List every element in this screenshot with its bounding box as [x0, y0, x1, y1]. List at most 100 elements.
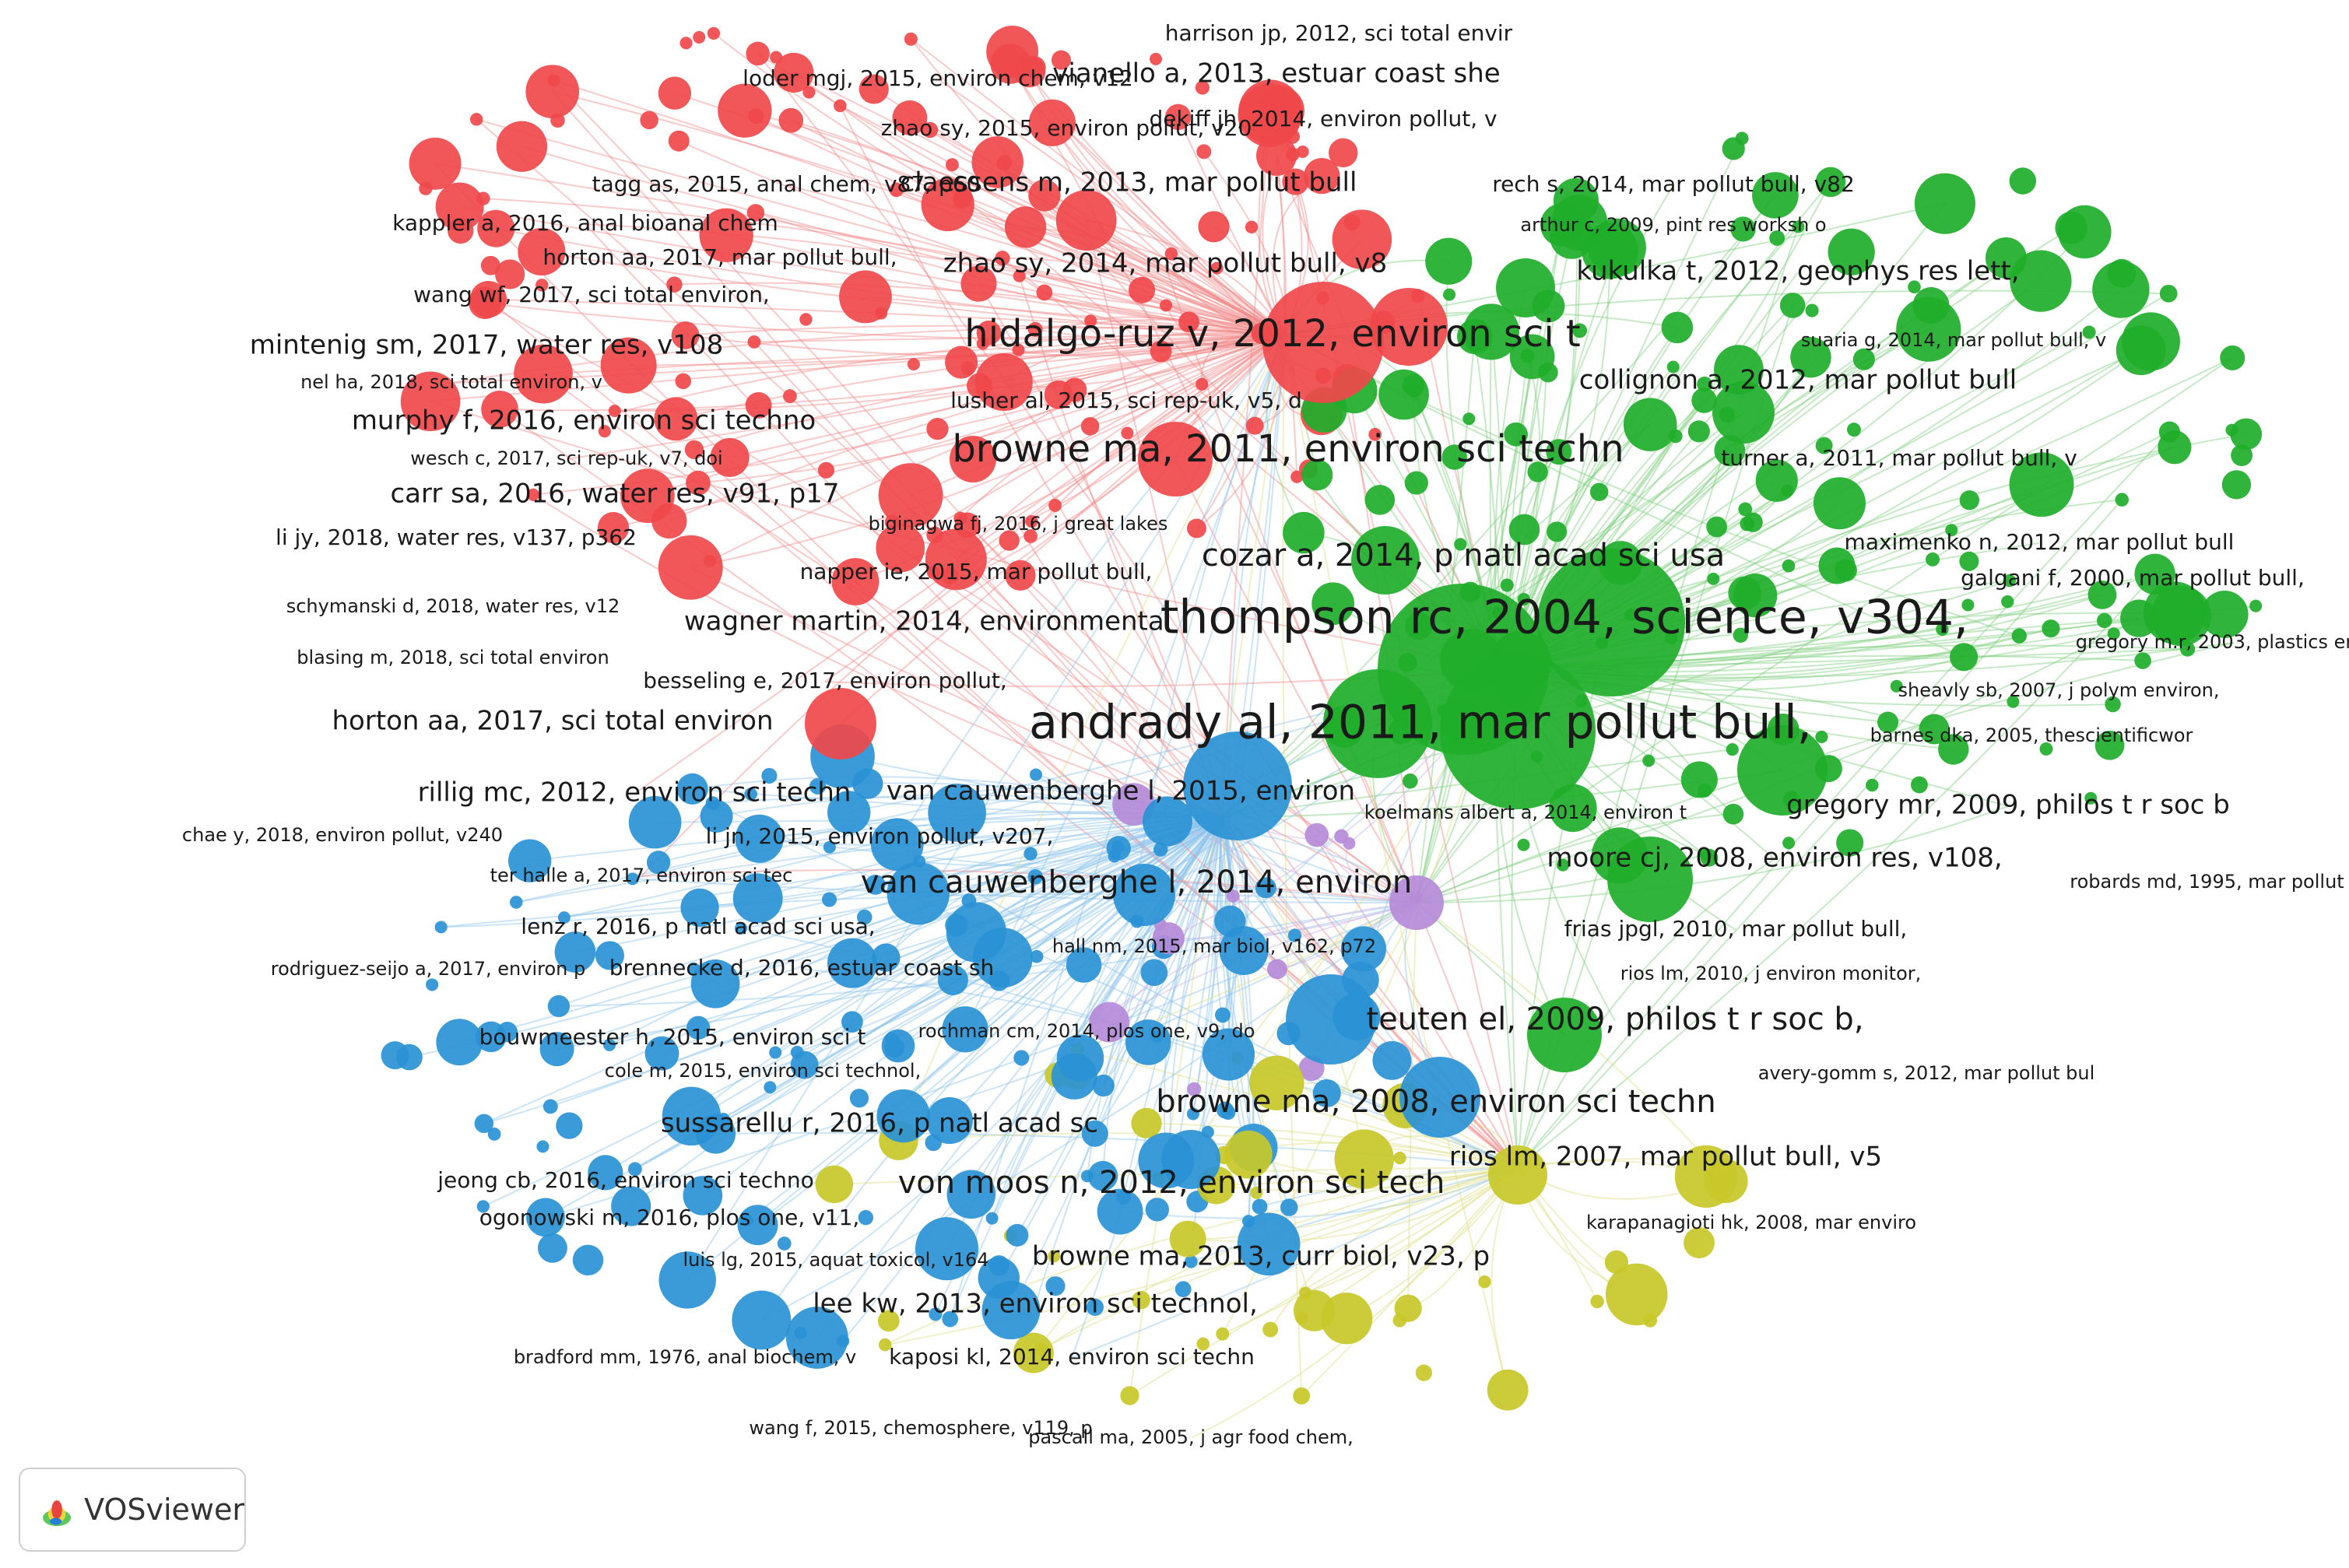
cluster-node-red[interactable] — [1028, 179, 1061, 212]
publication-label[interactable]: hall nm, 2015, mar biol, v162, p72 — [1052, 935, 1376, 957]
cluster-node-blue[interactable] — [588, 1155, 623, 1191]
cluster-node-blue[interactable] — [1219, 926, 1269, 976]
cluster-node-red[interactable] — [1164, 247, 1178, 261]
cluster-node-yellow[interactable] — [1487, 1369, 1529, 1411]
publication-label[interactable]: lusher al, 2015, sci rep-uk, v5, d — [950, 388, 1302, 413]
cluster-node-purple[interactable] — [1304, 823, 1329, 847]
publication-label[interactable]: koelmans albert a, 2014, environ t — [1364, 802, 1687, 823]
cluster-node-green[interactable] — [1697, 376, 1713, 392]
cluster-node-blue[interactable] — [1255, 877, 1276, 899]
cluster-node-yellow[interactable] — [1334, 1129, 1394, 1189]
cluster-node-blue[interactable] — [872, 943, 901, 972]
cluster-node-red[interactable] — [858, 74, 889, 104]
cluster-node-green[interactable] — [1712, 381, 1775, 444]
cluster-node-blue[interactable] — [946, 1170, 996, 1219]
cluster-node-red[interactable] — [799, 313, 813, 326]
cluster-node-red[interactable] — [658, 535, 723, 600]
cluster-node-blue[interactable] — [785, 1307, 848, 1369]
cluster-node-red[interactable] — [745, 391, 772, 419]
cluster-node-green[interactable] — [1508, 514, 1540, 545]
cluster-node-blue[interactable] — [841, 1011, 863, 1033]
cluster-node-yellow[interactable] — [1120, 1386, 1139, 1405]
cluster-node-blue[interactable] — [1217, 1101, 1234, 1119]
cluster-node-red[interactable] — [971, 136, 1024, 188]
cluster-node-green[interactable] — [1890, 679, 1903, 693]
cluster-node-green[interactable] — [2249, 599, 2263, 612]
cluster-node-red[interactable] — [974, 353, 1033, 412]
publication-label[interactable]: li jy, 2018, water res, v137, p362 — [276, 524, 637, 550]
cluster-node-blue[interactable] — [981, 1281, 1041, 1340]
cluster-node-red[interactable] — [400, 371, 461, 432]
publication-label[interactable]: napper ie, 2015, mar pollut bull, — [800, 559, 1153, 584]
cluster-node-red[interactable] — [817, 461, 835, 479]
cluster-node-green[interactable] — [1908, 280, 1921, 294]
cluster-node-red[interactable] — [1084, 314, 1097, 328]
publication-label[interactable]: maximenko n, 2012, mar pollut bull — [1845, 529, 2235, 555]
cluster-node-green[interactable] — [1378, 369, 1429, 420]
cluster-node-green[interactable] — [2003, 574, 2017, 588]
cluster-node-red[interactable] — [876, 523, 925, 573]
cluster-node-red[interactable] — [686, 470, 711, 496]
cluster-node-green[interactable] — [1813, 477, 1866, 530]
cluster-node-yellow[interactable] — [1605, 1263, 1668, 1326]
cluster-node-green[interactable] — [2158, 430, 2192, 465]
cluster-node-red[interactable] — [1245, 220, 1259, 234]
cluster-node-green[interactable] — [1737, 725, 1828, 816]
publication-label[interactable]: sussarellu r, 2016, p natl acad sc — [661, 1108, 1098, 1139]
cluster-node-purple[interactable] — [1389, 875, 1444, 930]
cluster-node-green[interactable] — [1546, 439, 1572, 465]
publication-label[interactable]: kukulka t, 2012, geophys res lett, — [1576, 256, 2019, 287]
cluster-node-blue[interactable] — [1045, 1276, 1066, 1296]
cluster-node-blue[interactable] — [626, 872, 639, 886]
cluster-node-blue[interactable] — [474, 1114, 494, 1134]
publication-label[interactable]: bouwmeester h, 2015, environ sci t — [479, 1024, 866, 1050]
cluster-node-red[interactable] — [469, 113, 483, 126]
cluster-node-red[interactable] — [1051, 50, 1071, 70]
cluster-node-blue[interactable] — [1202, 1028, 1255, 1081]
cluster-node-blue[interactable] — [764, 1081, 777, 1094]
cluster-node-red[interactable] — [526, 488, 540, 501]
cluster-node-yellow[interactable] — [1393, 1151, 1406, 1165]
cluster-node-red[interactable] — [783, 389, 797, 403]
cluster-node-red[interactable] — [878, 463, 943, 528]
publication-label[interactable]: von moos n, 2012, environ sci tech — [898, 1165, 1445, 1201]
publication-label[interactable]: brennecke d, 2016, estuar coast sh — [609, 955, 995, 980]
cluster-node-green[interactable] — [1815, 167, 1846, 198]
cluster-node-green[interactable] — [2042, 619, 2060, 638]
cluster-node-green[interactable] — [1547, 521, 1568, 542]
cluster-node-green[interactable] — [1722, 137, 1745, 160]
cluster-node-green[interactable] — [1572, 323, 1588, 339]
cluster-node-yellow[interactable] — [1216, 1327, 1230, 1341]
cluster-node-red[interactable] — [477, 209, 515, 247]
cluster-node-yellow[interactable] — [1048, 1250, 1061, 1263]
cluster-node-red[interactable] — [747, 335, 761, 349]
cluster-node-green[interactable] — [1301, 459, 1333, 491]
cluster-node-green[interactable] — [1945, 524, 1958, 537]
cluster-node-green[interactable] — [1805, 303, 1819, 317]
cluster-node-purple[interactable] — [1187, 1082, 1202, 1096]
cluster-node-red[interactable] — [976, 320, 1002, 346]
cluster-node-green[interactable] — [1500, 578, 1514, 592]
cluster-node-red[interactable] — [1036, 284, 1053, 301]
cluster-node-green[interactable] — [2220, 345, 2245, 370]
publication-label[interactable]: browne ma, 2013, curr biol, v23, p — [1032, 1241, 1490, 1272]
cluster-node-red[interactable] — [907, 358, 920, 371]
cluster-node-green[interactable] — [1556, 858, 1570, 872]
cluster-node-blue[interactable] — [744, 788, 758, 801]
cluster-node-green[interactable] — [1961, 598, 1975, 612]
cluster-node-green[interactable] — [2058, 205, 2112, 259]
cluster-node-red[interactable] — [892, 100, 928, 135]
cluster-node-green[interactable] — [2230, 418, 2263, 451]
cluster-node-blue[interactable] — [557, 911, 571, 924]
cluster-node-blue[interactable] — [769, 1046, 782, 1059]
publication-label[interactable]: kaposi kl, 2014, environ sci techn — [889, 1344, 1255, 1370]
cluster-node-blue[interactable] — [823, 840, 836, 854]
cluster-node-red[interactable] — [1178, 311, 1199, 333]
cluster-node-green[interactable] — [1623, 398, 1677, 451]
publication-label[interactable]: carr sa, 2016, water res, v91, p17 — [390, 479, 839, 510]
cluster-node-blue[interactable] — [556, 1112, 583, 1139]
cluster-node-green[interactable] — [1589, 482, 1609, 501]
cluster-node-green[interactable] — [1733, 574, 1778, 618]
cluster-node-blue[interactable] — [572, 1244, 604, 1276]
